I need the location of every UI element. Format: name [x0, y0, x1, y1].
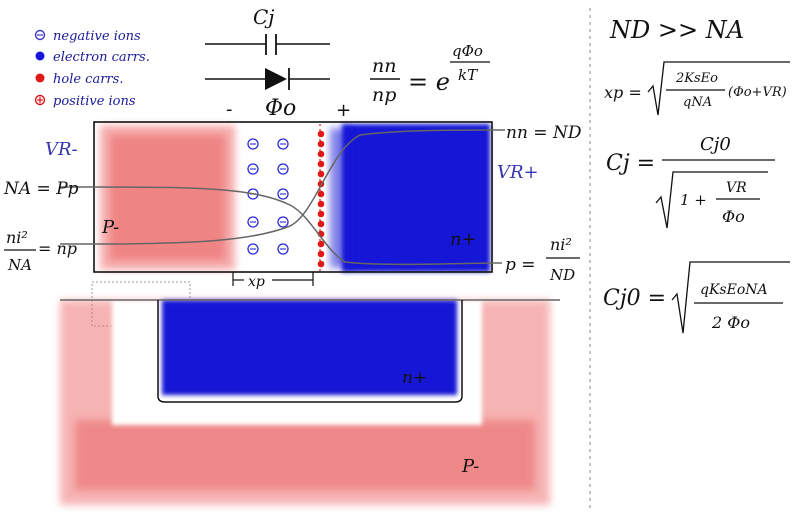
legend-item-electron-carriers: electron carrs. [35, 50, 150, 65]
svg-text:xp =: xp = [604, 83, 642, 102]
svg-text:ND: ND [549, 266, 575, 284]
svg-text:Cj0: Cj0 [700, 134, 731, 155]
vr-minus-label: VR- [45, 139, 78, 160]
svg-text:Φo: Φo [722, 207, 745, 226]
legend-item-hole-carriers: hole carrs. [35, 72, 123, 87]
svg-text:2KsEo: 2KsEo [675, 71, 718, 86]
junction-box: P- n+ [93, 121, 493, 273]
legend-item-positive-ions: positive ions [34, 94, 136, 109]
svg-text:ni²: ni² [550, 235, 572, 254]
nn-nd-label: nn = ND [506, 123, 582, 143]
n-well-shading [162, 300, 457, 395]
svg-text:kT: kT [458, 66, 478, 84]
p-ni-nd-label: p = ni² ND [505, 235, 580, 284]
xp-equation: xp = 2KsEo qNA (Φo+VR) [604, 61, 790, 116]
capacitor-symbol: Cj [205, 5, 330, 55]
negative-ions [247, 138, 289, 255]
electron-icon [35, 51, 45, 61]
svg-text:NA: NA [7, 256, 32, 274]
negative-ion-icon [34, 29, 46, 41]
nd-na-label: ND >> NA [609, 16, 744, 44]
legend: negative ions electron carrs. hole carrs… [34, 29, 150, 109]
hole-concentration-curve [93, 186, 493, 266]
svg-text:= e: = e [408, 68, 450, 96]
legend-label: positive ions [53, 94, 136, 109]
svg-text:qNA: qNA [683, 95, 712, 110]
svg-text:Cj0 =: Cj0 = [603, 286, 666, 311]
svg-text:qKsEoNA: qKsEoNA [700, 282, 768, 298]
legend-item-negative-ions: negative ions [34, 29, 141, 44]
plus-sign: + [336, 100, 351, 121]
n-plus-label: n+ [450, 229, 477, 250]
positive-ion-icon [34, 94, 46, 106]
p-minus-label: P- [101, 217, 119, 238]
electron-concentration-curve [93, 129, 493, 245]
svg-text:VR: VR [726, 180, 747, 196]
positive-ions [317, 130, 325, 268]
n-well-outline [157, 300, 463, 403]
svg-text:np: np [372, 84, 396, 106]
svg-text:qΦo: qΦo [452, 42, 483, 60]
p-minus-substrate-label: P- [461, 456, 479, 477]
cj-equation: Cj = Cj0 1 + VR Φo [606, 134, 775, 229]
hole-icon [35, 73, 45, 83]
n-region-shading [342, 124, 490, 272]
svg-text:= np: = np [38, 239, 77, 258]
svg-text:nn: nn [372, 55, 396, 77]
svg-text:1 +: 1 + [680, 191, 707, 209]
legend-label: hole carrs. [53, 72, 123, 87]
cj0-equation: Cj0 = qKsEoNA 2 Φo [603, 261, 790, 334]
phi-label: Φo [265, 96, 296, 121]
cj-label: Cj [253, 5, 275, 29]
n-plus-well-label: n+ [402, 368, 427, 388]
svg-text:Cj =: Cj = [606, 151, 655, 176]
minus-sign: - [226, 99, 233, 120]
diode-symbol [205, 68, 330, 90]
svg-text:p =: p = [505, 255, 536, 275]
legend-label: electron carrs. [53, 50, 150, 65]
na-pp-label: NA = Pp [3, 179, 79, 199]
xp-label: xp [248, 274, 265, 290]
ni-over-na-label: ni² NA = np [4, 228, 77, 274]
legend-label: negative ions [53, 29, 141, 44]
xp-dimension: xp [232, 272, 314, 290]
svg-text:ni²: ni² [6, 228, 28, 247]
junction-outline [93, 121, 493, 273]
boltzmann-equation: nn np = e qΦo kT [370, 42, 490, 106]
vr-plus-label: VR+ [497, 162, 539, 183]
svg-text:2 Φo: 2 Φo [711, 313, 750, 332]
svg-text:(Φo+VR): (Φo+VR) [728, 85, 787, 100]
cross-section: n+ P- [60, 299, 560, 505]
